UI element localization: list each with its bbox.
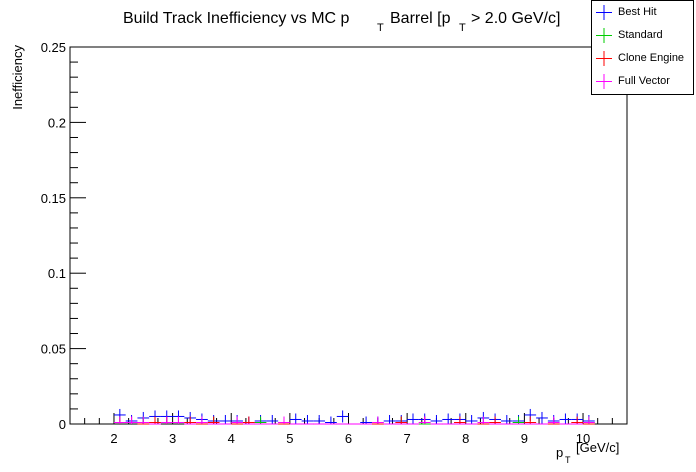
- series-layer: [113, 408, 595, 425]
- x-tick-label: 10: [576, 431, 590, 446]
- data-point: [207, 416, 220, 424]
- data-point: [125, 416, 138, 424]
- data-point: [325, 416, 337, 424]
- data-point: [301, 414, 314, 424]
- x-tick-label: 4: [228, 431, 235, 446]
- legend-label: Full Vector: [618, 75, 670, 87]
- data-point: [571, 416, 584, 424]
- y-tick-label: 0.25: [41, 40, 66, 55]
- data-point: [430, 414, 443, 424]
- data-point: [524, 416, 537, 424]
- data-point: [583, 416, 595, 424]
- y-axis-label: Inefficiency: [10, 45, 25, 110]
- legend: Best Hit Standard Clone Engine Full Vector: [591, 0, 694, 95]
- x-axis-label-subscript: T: [565, 455, 571, 465]
- x-tick-label: 6: [345, 431, 352, 446]
- legend-marker: [596, 5, 612, 20]
- y-tick-label: 0: [59, 417, 66, 432]
- data-point: [383, 414, 396, 424]
- data-point: [547, 416, 560, 424]
- legend-label: Standard: [618, 29, 663, 41]
- data-point: [500, 414, 513, 424]
- data-point: [489, 416, 501, 424]
- legend-entry: Best Hit: [592, 1, 693, 24]
- chart-title-subscript-2: T: [459, 22, 466, 34]
- data-point: [113, 416, 126, 424]
- legend-marker: [596, 51, 612, 66]
- x-tick-label: 2: [110, 431, 117, 446]
- data-point: [454, 416, 466, 424]
- legend-entry: Full Vector: [592, 70, 693, 93]
- data-point: [407, 413, 419, 424]
- data-point: [289, 413, 302, 424]
- chart-title-continued: Barrel [p: [390, 10, 451, 27]
- data-point: [512, 416, 525, 424]
- legend-entry: Standard: [592, 24, 693, 47]
- series-full-vector: [113, 416, 595, 425]
- x-tick-label: 5: [286, 431, 293, 446]
- data-point: [442, 413, 455, 424]
- legend-marker: [596, 74, 612, 89]
- data-point: [266, 414, 279, 424]
- y-tick-label: 0.05: [41, 342, 66, 357]
- data-point: [536, 411, 548, 424]
- data-point: [160, 416, 173, 424]
- data-point: [313, 414, 326, 424]
- data-point: [559, 413, 572, 424]
- data-point: [477, 416, 490, 424]
- data-point: [231, 416, 243, 424]
- x-axis-label: p: [556, 445, 563, 460]
- data-point: [278, 416, 290, 424]
- data-point: [196, 416, 208, 424]
- x-tick-label: 9: [521, 431, 528, 446]
- data-point: [137, 416, 150, 424]
- chart-title-end: > 2.0 GeV/c]: [471, 10, 560, 27]
- chart-title-subscript: T: [377, 22, 384, 34]
- x-tick-label: 3: [169, 431, 176, 446]
- y-tick-label: 0.15: [41, 191, 66, 206]
- legend-marker: [596, 28, 612, 43]
- data-point: [360, 416, 372, 424]
- x-tick-label: 8: [462, 431, 469, 446]
- data-point: [172, 416, 185, 424]
- legend-entry: Clone Engine: [592, 47, 693, 70]
- data-point: [254, 416, 267, 424]
- data-point: [371, 416, 384, 424]
- data-point: [149, 416, 161, 424]
- data-point: [219, 414, 232, 424]
- legend-label: Best Hit: [618, 6, 657, 18]
- data-point: [395, 416, 408, 424]
- data-point: [336, 410, 349, 423]
- chart-title: Build Track Inefficiency vs MC p: [123, 10, 350, 27]
- data-point: [184, 416, 197, 424]
- x-tick-label: 7: [404, 431, 411, 446]
- y-tick-label: 0.2: [48, 115, 66, 130]
- y-tick-label: 0.1: [48, 266, 66, 281]
- data-point: [465, 414, 478, 424]
- x-axis-label-unit: [GeV/c]: [576, 440, 619, 455]
- legend-label: Clone Engine: [618, 52, 685, 64]
- data-point: [418, 416, 431, 424]
- axes: 2 3 4 5 6 7 8 9 10 0 0.05 0.1 0.15 0.2 0.25: [41, 40, 628, 446]
- data-point: [242, 416, 255, 424]
